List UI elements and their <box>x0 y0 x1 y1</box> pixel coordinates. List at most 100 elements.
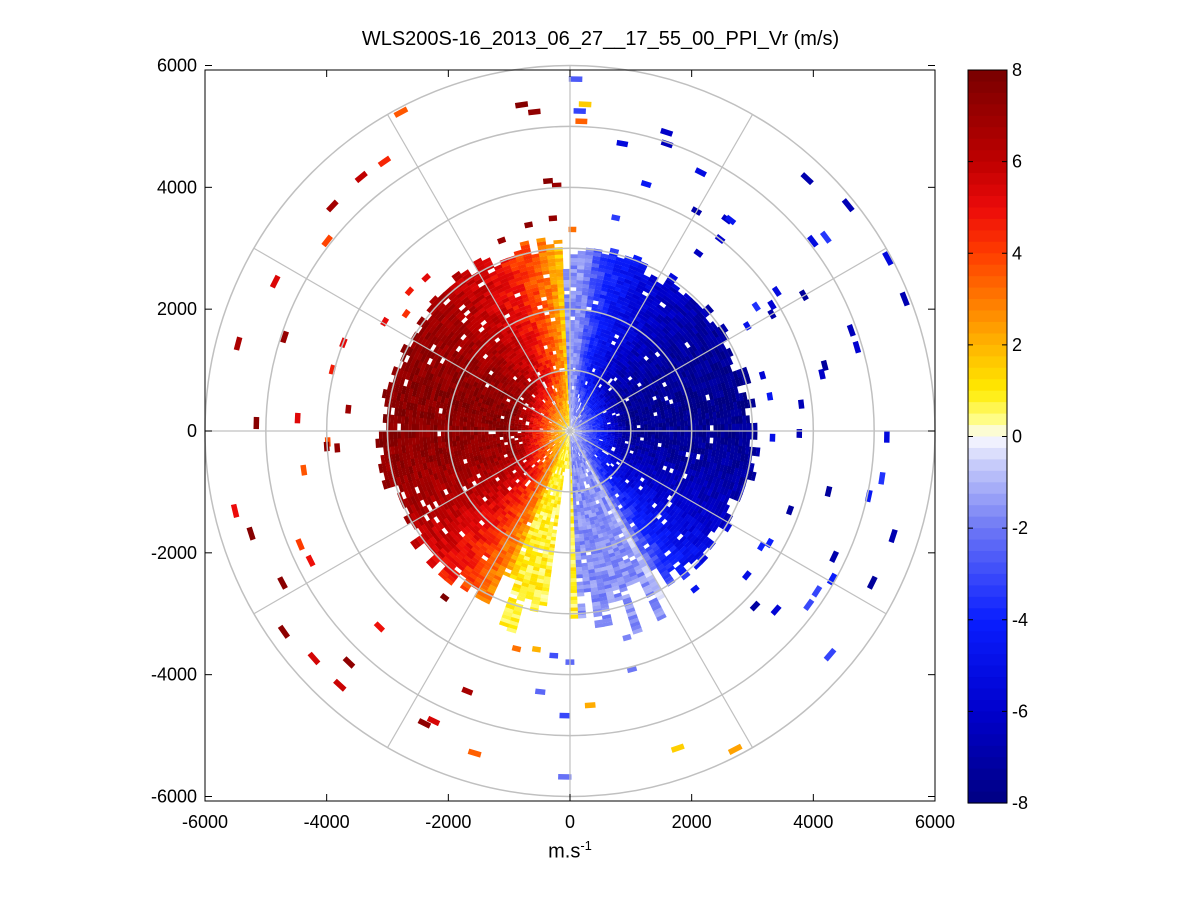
ppi-cell <box>600 253 610 259</box>
ppi-cell <box>581 291 589 296</box>
ppi-cell <box>671 306 680 315</box>
ppi-cell <box>573 411 576 416</box>
ppi-cell <box>590 352 595 357</box>
ppi-cell <box>729 402 735 411</box>
ppi-cell <box>643 434 648 439</box>
ppi-cell <box>600 384 605 390</box>
ppi-cell <box>584 410 589 414</box>
ppi-cell <box>584 258 594 264</box>
ppi-cell <box>610 328 618 334</box>
ppi-cell <box>663 334 671 342</box>
ppi-cell <box>606 391 612 396</box>
ppi-cell <box>605 395 611 400</box>
ppi-cell <box>656 398 662 404</box>
ppi-cell <box>601 286 609 293</box>
ppi-cell <box>726 364 733 374</box>
ppi-cell <box>643 300 652 307</box>
ppi-cell <box>570 330 575 335</box>
ppi-cell <box>609 281 618 288</box>
ppi-cell <box>621 285 630 292</box>
ppi-cell <box>711 405 717 413</box>
ppi-cell <box>574 431 579 433</box>
ppi-cell <box>698 425 703 432</box>
ppi-cell <box>592 388 597 394</box>
ppi-cell <box>669 435 674 441</box>
ppi-cell <box>598 419 603 422</box>
ppi-cell <box>587 295 595 301</box>
ppi-cell <box>598 335 605 341</box>
ppi-cell <box>599 371 604 377</box>
ppi-cell <box>729 452 735 461</box>
ppi-cell <box>582 399 586 405</box>
ppi-cell <box>639 328 647 335</box>
ppi-cell <box>641 325 649 332</box>
ppi-cell <box>576 378 580 384</box>
ppi-cell <box>585 425 590 428</box>
ppi-cell <box>699 319 708 329</box>
ppi-cell <box>693 371 700 380</box>
ppi-cell <box>712 443 717 451</box>
ppi-cell <box>576 405 580 410</box>
ppi-cell <box>642 443 647 449</box>
ppi-cell <box>430 436 435 444</box>
ppi-cell <box>575 566 583 572</box>
ppi-cell <box>603 432 608 435</box>
ppi-cell <box>674 314 683 322</box>
ppi-cell <box>635 287 644 295</box>
ppi-cell <box>572 374 576 379</box>
ppi-cell <box>595 282 604 288</box>
ppi-cell <box>570 312 576 317</box>
ppi-cell <box>588 359 593 364</box>
ppi-cell <box>660 365 667 372</box>
ppi-cell <box>668 345 676 353</box>
ppi-cell <box>719 367 726 377</box>
ppi-cell <box>574 412 576 416</box>
ppi-cell <box>665 417 670 423</box>
ppi-cell <box>623 413 628 417</box>
ppi-cell <box>586 354 591 360</box>
ppi-cell <box>451 435 457 442</box>
ppi-cell <box>675 290 684 299</box>
ppi-cell <box>586 381 591 387</box>
ppi-cell <box>687 431 692 437</box>
ppi-cell <box>587 328 593 334</box>
ppi-cell <box>652 310 661 318</box>
ppi-cell <box>589 433 594 436</box>
ppi-cell <box>654 357 662 364</box>
ppi-cell <box>706 431 711 438</box>
ppi-cell <box>709 371 716 380</box>
ppi-cell <box>692 334 700 343</box>
ppi-cell <box>704 380 711 389</box>
ppi-cell <box>607 427 612 430</box>
ppi-cell <box>571 404 573 408</box>
ppi-cell <box>437 436 442 443</box>
ppi-cell <box>577 426 582 429</box>
ppi-cell <box>477 434 482 440</box>
ppi-cell <box>584 409 588 414</box>
ppi-cell <box>570 305 576 310</box>
ppi-cell <box>577 254 587 259</box>
ppi-cell <box>712 437 718 445</box>
ppi-cell <box>578 431 583 433</box>
ppi-cell <box>583 414 588 418</box>
ppi-cell <box>441 436 446 443</box>
ppi-cell <box>612 381 618 387</box>
ppi-cell <box>578 364 582 369</box>
ppi-cell <box>692 378 699 387</box>
ppi-cell <box>587 422 592 425</box>
ppi-cell <box>657 367 664 374</box>
ppi-cell <box>397 437 402 447</box>
ppi-cell <box>720 424 725 432</box>
ppi-cell <box>583 395 587 401</box>
ppi-cell <box>587 398 591 403</box>
ppi-cell <box>601 390 606 396</box>
ppi-cell <box>581 342 586 348</box>
ppi-cell <box>582 418 586 422</box>
ppi-cell <box>597 350 603 356</box>
ppi-cell <box>580 416 584 420</box>
ppi-cell <box>674 374 681 382</box>
ppi-cell <box>576 422 580 426</box>
ppi-cell <box>585 358 590 363</box>
ppi-cell <box>616 314 624 321</box>
ppi-cell <box>605 416 610 420</box>
